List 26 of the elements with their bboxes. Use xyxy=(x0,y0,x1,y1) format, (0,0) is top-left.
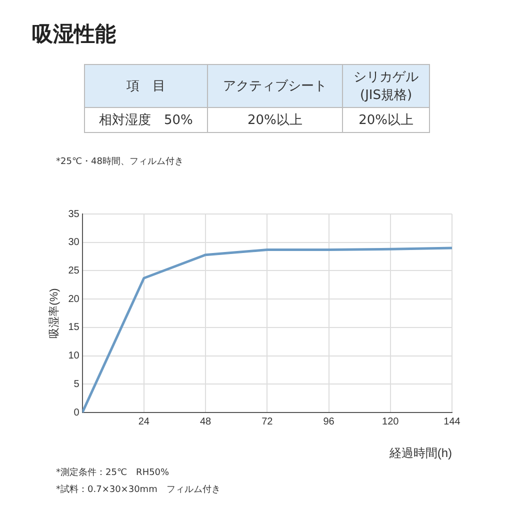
text: *25℃・48時間、フィルム付き xyxy=(56,156,184,168)
text: 項 目 xyxy=(84,64,208,108)
x-tick-label: 72 xyxy=(262,416,274,428)
text: シリカゲル (JIS規格) xyxy=(342,64,430,108)
x-tick-label: 24 xyxy=(138,416,150,428)
y-tick-label: 5 xyxy=(74,378,80,390)
x-tick-label: 144 xyxy=(444,416,461,428)
x-tick-label: 48 xyxy=(200,416,212,428)
text: 吸湿性能 xyxy=(32,21,116,48)
y-axis-title: 吸湿率(%) xyxy=(48,288,61,338)
x-tick-label: 120 xyxy=(382,416,400,428)
y-tick-label: 30 xyxy=(68,237,80,248)
text: 20%以上 xyxy=(207,108,343,132)
text: *試料：0.7×30×30mm フィルム付き xyxy=(56,484,220,496)
x-tick-label: 96 xyxy=(323,416,335,428)
text: アクティブシート xyxy=(207,64,343,108)
y-tick-label: 0 xyxy=(74,407,80,418)
x-axis-title: 経過時間(h) xyxy=(388,446,452,460)
y-tick-label: 25 xyxy=(68,265,80,276)
y-tick-label: 20 xyxy=(68,294,80,305)
text: *測定条件：25℃ RH50% xyxy=(56,466,170,479)
y-tick-label: 35 xyxy=(68,208,80,220)
text: 20%以上 xyxy=(342,108,430,132)
y-tick-label: 15 xyxy=(68,322,80,334)
y-tick-label: 10 xyxy=(68,350,80,362)
text: 相対湿度 50% xyxy=(84,108,208,132)
